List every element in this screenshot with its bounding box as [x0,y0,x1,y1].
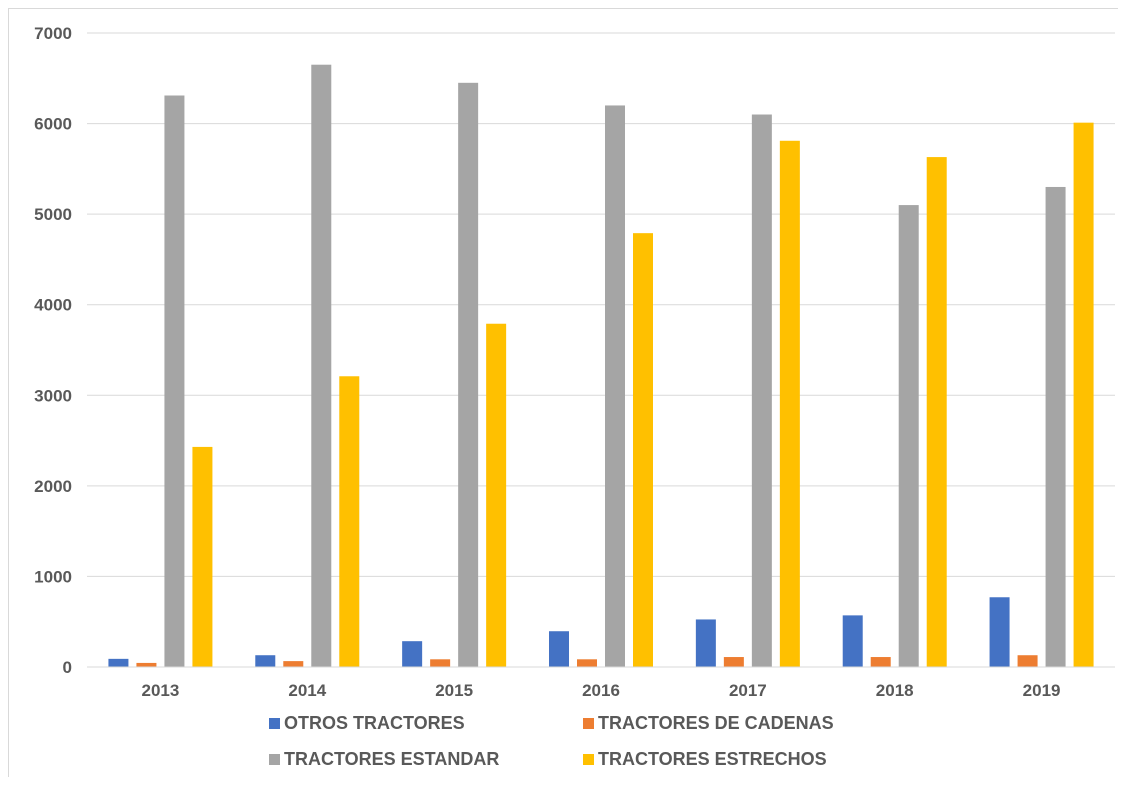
chart-frame [8,8,1118,777]
legend-item: TRACTORES ESTANDAR [269,749,499,769]
x-tick-label: 2013 [142,681,180,700]
y-tick-label: 4000 [34,296,72,315]
bar [402,641,423,667]
y-tick-label: 2000 [34,477,72,496]
bar [136,662,157,667]
x-tick-label: 2016 [582,681,620,700]
legend-swatch [583,718,594,729]
bar [192,446,213,667]
bar [779,140,800,667]
legend-label: TRACTORES ESTANDAR [284,749,499,769]
bar [842,615,863,667]
y-axis-tick-labels: 0 1000 2000 3000 4000 5000 6000 7000 [34,24,72,677]
bar [164,95,185,668]
bar [549,631,569,667]
bar [283,661,304,667]
bar [695,619,716,667]
x-tick-label: 2017 [729,681,767,700]
y-tick-label: 3000 [34,386,72,405]
legend-label: TRACTORES ESTRECHOS [598,749,827,769]
x-tick-label: 2018 [876,681,914,700]
bar [311,64,332,667]
bar [577,659,597,667]
legend-label: TRACTORES DE CADENAS [598,713,834,733]
gridlines [87,32,1115,577]
bar [989,597,1010,667]
bar [898,205,919,668]
series-1 [136,655,1038,667]
series-2 [164,64,1066,668]
bar [339,376,360,667]
x-tick-label: 2014 [288,681,326,700]
legend-item: TRACTORES ESTRECHOS [583,749,827,769]
bar [255,655,276,667]
y-tick-label: 6000 [34,115,72,134]
x-tick-label: 2015 [435,681,473,700]
legend: OTROS TRACTORES TRACTORES DE CADENAS TRACT… [269,713,834,769]
bar [458,82,479,668]
bar [1073,122,1094,667]
series-3 [192,122,1094,668]
bar [870,657,891,667]
bar [723,657,744,667]
y-tick-label: 0 [63,658,72,677]
legend-label: OTROS TRACTORES [284,713,465,733]
bar [486,323,507,667]
bar [108,658,129,667]
x-axis: 2013 2014 2015 2016 2017 2018 2019 [87,666,1115,700]
bar [633,233,653,668]
legend-swatch [269,718,280,729]
bar [430,659,451,667]
bars [108,64,1094,668]
y-tick-label: 5000 [34,205,72,224]
bar [605,105,625,667]
legend-swatch [269,754,280,765]
bar [926,157,947,667]
bar [1017,655,1038,667]
legend-swatch [583,754,594,765]
legend-item: TRACTORES DE CADENAS [583,713,834,733]
bar [1045,186,1066,667]
bar [751,114,772,667]
legend-item: OTROS TRACTORES [269,713,465,733]
y-tick-label: 1000 [34,567,72,586]
x-tick-label: 2019 [1023,681,1061,700]
y-tick-label: 7000 [34,24,72,43]
series-0 [108,597,1010,667]
